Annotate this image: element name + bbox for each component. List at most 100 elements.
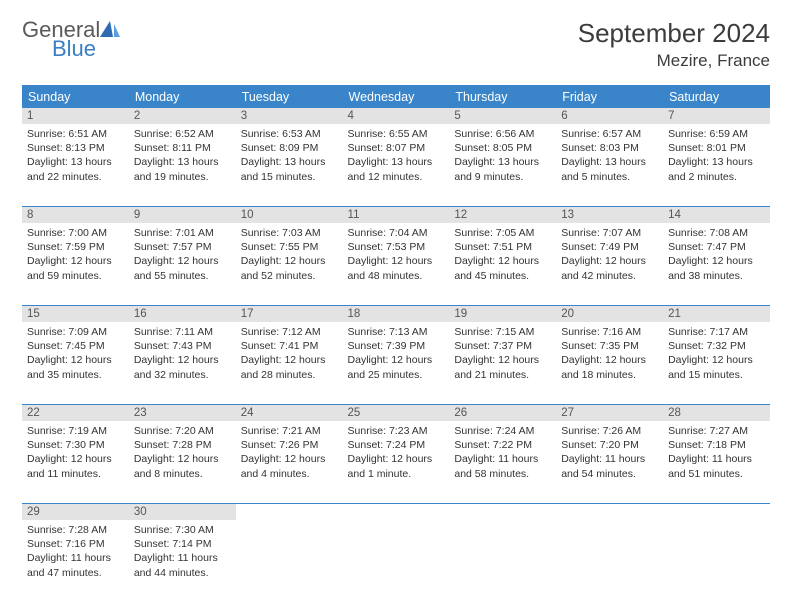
day-number: 30	[129, 504, 236, 520]
calendar-day-cell: 17Sunrise: 7:12 AMSunset: 7:41 PMDayligh…	[236, 306, 343, 405]
sunrise-line: Sunrise: 7:21 AM	[241, 424, 338, 438]
daylight-line: Daylight: 11 hours and 54 minutes.	[561, 452, 658, 480]
sunset-line: Sunset: 7:14 PM	[134, 537, 231, 551]
daylight-line: Daylight: 12 hours and 45 minutes.	[454, 254, 551, 282]
weekday-header: Thursday	[449, 86, 556, 109]
calendar-day-cell: .	[236, 504, 343, 603]
day-number: 6	[556, 108, 663, 124]
day-number: 1	[22, 108, 129, 124]
daylight-line: Daylight: 13 hours and 15 minutes.	[241, 155, 338, 183]
calendar-day-cell: 11Sunrise: 7:04 AMSunset: 7:53 PMDayligh…	[343, 207, 450, 306]
day-number: 3	[236, 108, 343, 124]
calendar-day-cell: 24Sunrise: 7:21 AMSunset: 7:26 PMDayligh…	[236, 405, 343, 504]
sunset-line: Sunset: 7:26 PM	[241, 438, 338, 452]
day-number: 14	[663, 207, 770, 223]
day-number: 22	[22, 405, 129, 421]
calendar-week-row: 29Sunrise: 7:28 AMSunset: 7:16 PMDayligh…	[22, 504, 770, 603]
calendar-day-cell: .	[556, 504, 663, 603]
daylight-line: Daylight: 13 hours and 19 minutes.	[134, 155, 231, 183]
sunrise-line: Sunrise: 7:04 AM	[348, 226, 445, 240]
location-label: Mezire, France	[578, 51, 770, 71]
weekday-header: Sunday	[22, 86, 129, 109]
weekday-header-row: Sunday Monday Tuesday Wednesday Thursday…	[22, 86, 770, 109]
day-number: 10	[236, 207, 343, 223]
sunset-line: Sunset: 8:09 PM	[241, 141, 338, 155]
day-number: 5	[449, 108, 556, 124]
daylight-line: Daylight: 13 hours and 22 minutes.	[27, 155, 124, 183]
day-number: 24	[236, 405, 343, 421]
sunrise-line: Sunrise: 7:28 AM	[27, 523, 124, 537]
sunset-line: Sunset: 7:24 PM	[348, 438, 445, 452]
sunset-line: Sunset: 7:43 PM	[134, 339, 231, 353]
calendar-day-cell: 19Sunrise: 7:15 AMSunset: 7:37 PMDayligh…	[449, 306, 556, 405]
sunrise-line: Sunrise: 7:12 AM	[241, 325, 338, 339]
daylight-line: Daylight: 12 hours and 38 minutes.	[668, 254, 765, 282]
sunrise-line: Sunrise: 7:00 AM	[27, 226, 124, 240]
calendar-day-cell: 30Sunrise: 7:30 AMSunset: 7:14 PMDayligh…	[129, 504, 236, 603]
calendar-day-cell: .	[449, 504, 556, 603]
daylight-line: Daylight: 12 hours and 52 minutes.	[241, 254, 338, 282]
calendar-day-cell: .	[663, 504, 770, 603]
sunrise-line: Sunrise: 7:19 AM	[27, 424, 124, 438]
calendar-day-cell: 25Sunrise: 7:23 AMSunset: 7:24 PMDayligh…	[343, 405, 450, 504]
sunset-line: Sunset: 8:11 PM	[134, 141, 231, 155]
sunrise-line: Sunrise: 7:27 AM	[668, 424, 765, 438]
calendar-week-row: 22Sunrise: 7:19 AMSunset: 7:30 PMDayligh…	[22, 405, 770, 504]
sunset-line: Sunset: 7:20 PM	[561, 438, 658, 452]
logo-sail-icon	[100, 21, 120, 37]
daylight-line: Daylight: 12 hours and 21 minutes.	[454, 353, 551, 381]
sunset-line: Sunset: 7:45 PM	[27, 339, 124, 353]
calendar-day-cell: 27Sunrise: 7:26 AMSunset: 7:20 PMDayligh…	[556, 405, 663, 504]
calendar-week-row: 8Sunrise: 7:00 AMSunset: 7:59 PMDaylight…	[22, 207, 770, 306]
sunset-line: Sunset: 7:57 PM	[134, 240, 231, 254]
calendar-day-cell: 5Sunrise: 6:56 AMSunset: 8:05 PMDaylight…	[449, 108, 556, 207]
daylight-line: Daylight: 13 hours and 12 minutes.	[348, 155, 445, 183]
daylight-line: Daylight: 12 hours and 35 minutes.	[27, 353, 124, 381]
sunset-line: Sunset: 7:18 PM	[668, 438, 765, 452]
calendar-week-row: 15Sunrise: 7:09 AMSunset: 7:45 PMDayligh…	[22, 306, 770, 405]
day-number: 4	[343, 108, 450, 124]
day-number: 12	[449, 207, 556, 223]
calendar-day-cell: 8Sunrise: 7:00 AMSunset: 7:59 PMDaylight…	[22, 207, 129, 306]
sunrise-line: Sunrise: 6:56 AM	[454, 127, 551, 141]
sunset-line: Sunset: 8:05 PM	[454, 141, 551, 155]
calendar-day-cell: 13Sunrise: 7:07 AMSunset: 7:49 PMDayligh…	[556, 207, 663, 306]
weekday-header: Monday	[129, 86, 236, 109]
sunset-line: Sunset: 7:37 PM	[454, 339, 551, 353]
day-number: 18	[343, 306, 450, 322]
sunrise-line: Sunrise: 7:13 AM	[348, 325, 445, 339]
day-number: 8	[22, 207, 129, 223]
sunrise-line: Sunrise: 7:23 AM	[348, 424, 445, 438]
month-title: September 2024	[578, 18, 770, 49]
calendar-day-cell: 4Sunrise: 6:55 AMSunset: 8:07 PMDaylight…	[343, 108, 450, 207]
calendar-day-cell: 9Sunrise: 7:01 AMSunset: 7:57 PMDaylight…	[129, 207, 236, 306]
daylight-line: Daylight: 12 hours and 55 minutes.	[134, 254, 231, 282]
sunset-line: Sunset: 8:01 PM	[668, 141, 765, 155]
daylight-line: Daylight: 12 hours and 48 minutes.	[348, 254, 445, 282]
day-number: 15	[22, 306, 129, 322]
sunrise-line: Sunrise: 7:05 AM	[454, 226, 551, 240]
calendar-day-cell: 3Sunrise: 6:53 AMSunset: 8:09 PMDaylight…	[236, 108, 343, 207]
day-number: 28	[663, 405, 770, 421]
weekday-header: Wednesday	[343, 86, 450, 109]
calendar-day-cell: 10Sunrise: 7:03 AMSunset: 7:55 PMDayligh…	[236, 207, 343, 306]
sunset-line: Sunset: 7:35 PM	[561, 339, 658, 353]
sunset-line: Sunset: 7:39 PM	[348, 339, 445, 353]
calendar-day-cell: 29Sunrise: 7:28 AMSunset: 7:16 PMDayligh…	[22, 504, 129, 603]
day-number: 2	[129, 108, 236, 124]
daylight-line: Daylight: 12 hours and 1 minute.	[348, 452, 445, 480]
daylight-line: Daylight: 11 hours and 51 minutes.	[668, 452, 765, 480]
weekday-header: Tuesday	[236, 86, 343, 109]
day-number: 26	[449, 405, 556, 421]
day-number: 16	[129, 306, 236, 322]
daylight-line: Daylight: 12 hours and 25 minutes.	[348, 353, 445, 381]
sunset-line: Sunset: 7:53 PM	[348, 240, 445, 254]
logo: General Blue	[22, 18, 120, 60]
day-number: 7	[663, 108, 770, 124]
daylight-line: Daylight: 11 hours and 58 minutes.	[454, 452, 551, 480]
sunset-line: Sunset: 8:07 PM	[348, 141, 445, 155]
sunrise-line: Sunrise: 7:09 AM	[27, 325, 124, 339]
daylight-line: Daylight: 12 hours and 42 minutes.	[561, 254, 658, 282]
calendar-day-cell: 1Sunrise: 6:51 AMSunset: 8:13 PMDaylight…	[22, 108, 129, 207]
sunset-line: Sunset: 7:32 PM	[668, 339, 765, 353]
